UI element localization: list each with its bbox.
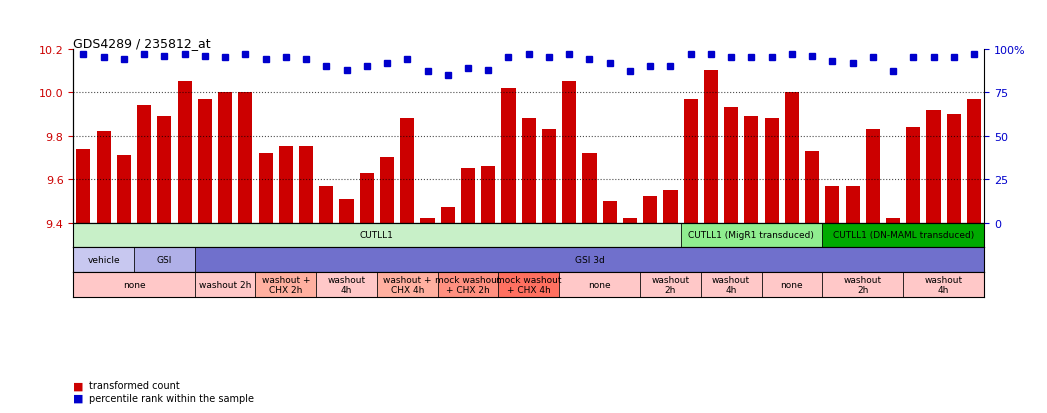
Bar — [441, 208, 454, 223]
Text: GDS4289 / 235812_at: GDS4289 / 235812_at — [73, 37, 210, 50]
Bar — [178, 82, 192, 223]
Bar — [562, 82, 576, 223]
Text: mock washout
+ CHX 2h: mock washout + CHX 2h — [436, 275, 500, 294]
Bar — [886, 219, 900, 223]
FancyBboxPatch shape — [134, 248, 195, 273]
Text: vehicle: vehicle — [87, 256, 120, 265]
Text: none: none — [781, 280, 803, 290]
Text: washout
2h: washout 2h — [651, 275, 690, 294]
Text: washout +
CHX 2h: washout + CHX 2h — [262, 275, 310, 294]
FancyBboxPatch shape — [559, 273, 640, 297]
Text: washout +
CHX 4h: washout + CHX 4h — [383, 275, 431, 294]
Bar — [157, 117, 172, 223]
Text: washout
4h: washout 4h — [925, 275, 963, 294]
Text: CUTLL1: CUTLL1 — [360, 231, 394, 240]
Text: CUTLL1 (DN-MAML transduced): CUTLL1 (DN-MAML transduced) — [832, 231, 974, 240]
Bar — [684, 100, 697, 223]
Bar — [239, 93, 252, 223]
Bar — [461, 169, 475, 223]
Text: mock washout
+ CHX 4h: mock washout + CHX 4h — [496, 275, 561, 294]
Bar — [339, 199, 354, 223]
Bar — [764, 119, 779, 223]
Bar — [137, 106, 151, 223]
FancyBboxPatch shape — [73, 223, 681, 248]
Bar — [360, 173, 374, 223]
Bar — [380, 158, 394, 223]
FancyBboxPatch shape — [255, 273, 316, 297]
Bar — [319, 186, 333, 223]
FancyBboxPatch shape — [904, 273, 984, 297]
Text: washout 2h: washout 2h — [199, 280, 251, 290]
Bar — [259, 154, 272, 223]
Bar — [846, 186, 860, 223]
FancyBboxPatch shape — [681, 223, 822, 248]
Text: GSI: GSI — [157, 256, 172, 265]
Text: GSI 3d: GSI 3d — [575, 256, 604, 265]
Text: washout
2h: washout 2h — [844, 275, 882, 294]
FancyBboxPatch shape — [195, 248, 984, 273]
Bar — [725, 108, 738, 223]
Text: transformed count: transformed count — [89, 380, 180, 390]
Bar — [400, 119, 415, 223]
Bar — [704, 71, 718, 223]
Bar — [623, 219, 637, 223]
Bar — [664, 190, 677, 223]
FancyBboxPatch shape — [438, 273, 498, 297]
Text: none: none — [122, 280, 146, 290]
Bar — [299, 147, 313, 223]
Bar — [785, 93, 799, 223]
FancyBboxPatch shape — [73, 273, 195, 297]
Text: percentile rank within the sample: percentile rank within the sample — [89, 393, 254, 403]
Bar — [805, 152, 819, 223]
Bar — [542, 130, 556, 223]
Text: none: none — [588, 280, 610, 290]
Bar — [76, 149, 90, 223]
FancyBboxPatch shape — [700, 273, 761, 297]
Bar — [482, 166, 495, 223]
Bar — [117, 156, 131, 223]
Bar — [582, 154, 597, 223]
Bar — [927, 110, 940, 223]
FancyBboxPatch shape — [761, 273, 822, 297]
FancyBboxPatch shape — [195, 273, 255, 297]
Bar — [218, 93, 232, 223]
Bar — [603, 201, 617, 223]
Bar — [279, 147, 293, 223]
Text: ■: ■ — [73, 380, 84, 390]
FancyBboxPatch shape — [640, 273, 700, 297]
Bar — [96, 132, 111, 223]
FancyBboxPatch shape — [316, 273, 377, 297]
FancyBboxPatch shape — [822, 223, 984, 248]
Bar — [421, 219, 435, 223]
Bar — [502, 88, 515, 223]
FancyBboxPatch shape — [73, 248, 134, 273]
Bar — [198, 100, 211, 223]
Text: washout
4h: washout 4h — [328, 275, 365, 294]
Bar — [744, 117, 758, 223]
Bar — [866, 130, 879, 223]
Bar — [825, 186, 840, 223]
Text: CUTLL1 (MigR1 transduced): CUTLL1 (MigR1 transduced) — [689, 231, 815, 240]
FancyBboxPatch shape — [822, 273, 904, 297]
FancyBboxPatch shape — [498, 273, 559, 297]
Text: ■: ■ — [73, 393, 84, 403]
Bar — [643, 197, 658, 223]
Bar — [521, 119, 536, 223]
Bar — [946, 114, 961, 223]
FancyBboxPatch shape — [377, 273, 438, 297]
Bar — [967, 100, 981, 223]
Text: washout
4h: washout 4h — [712, 275, 751, 294]
Bar — [907, 128, 920, 223]
